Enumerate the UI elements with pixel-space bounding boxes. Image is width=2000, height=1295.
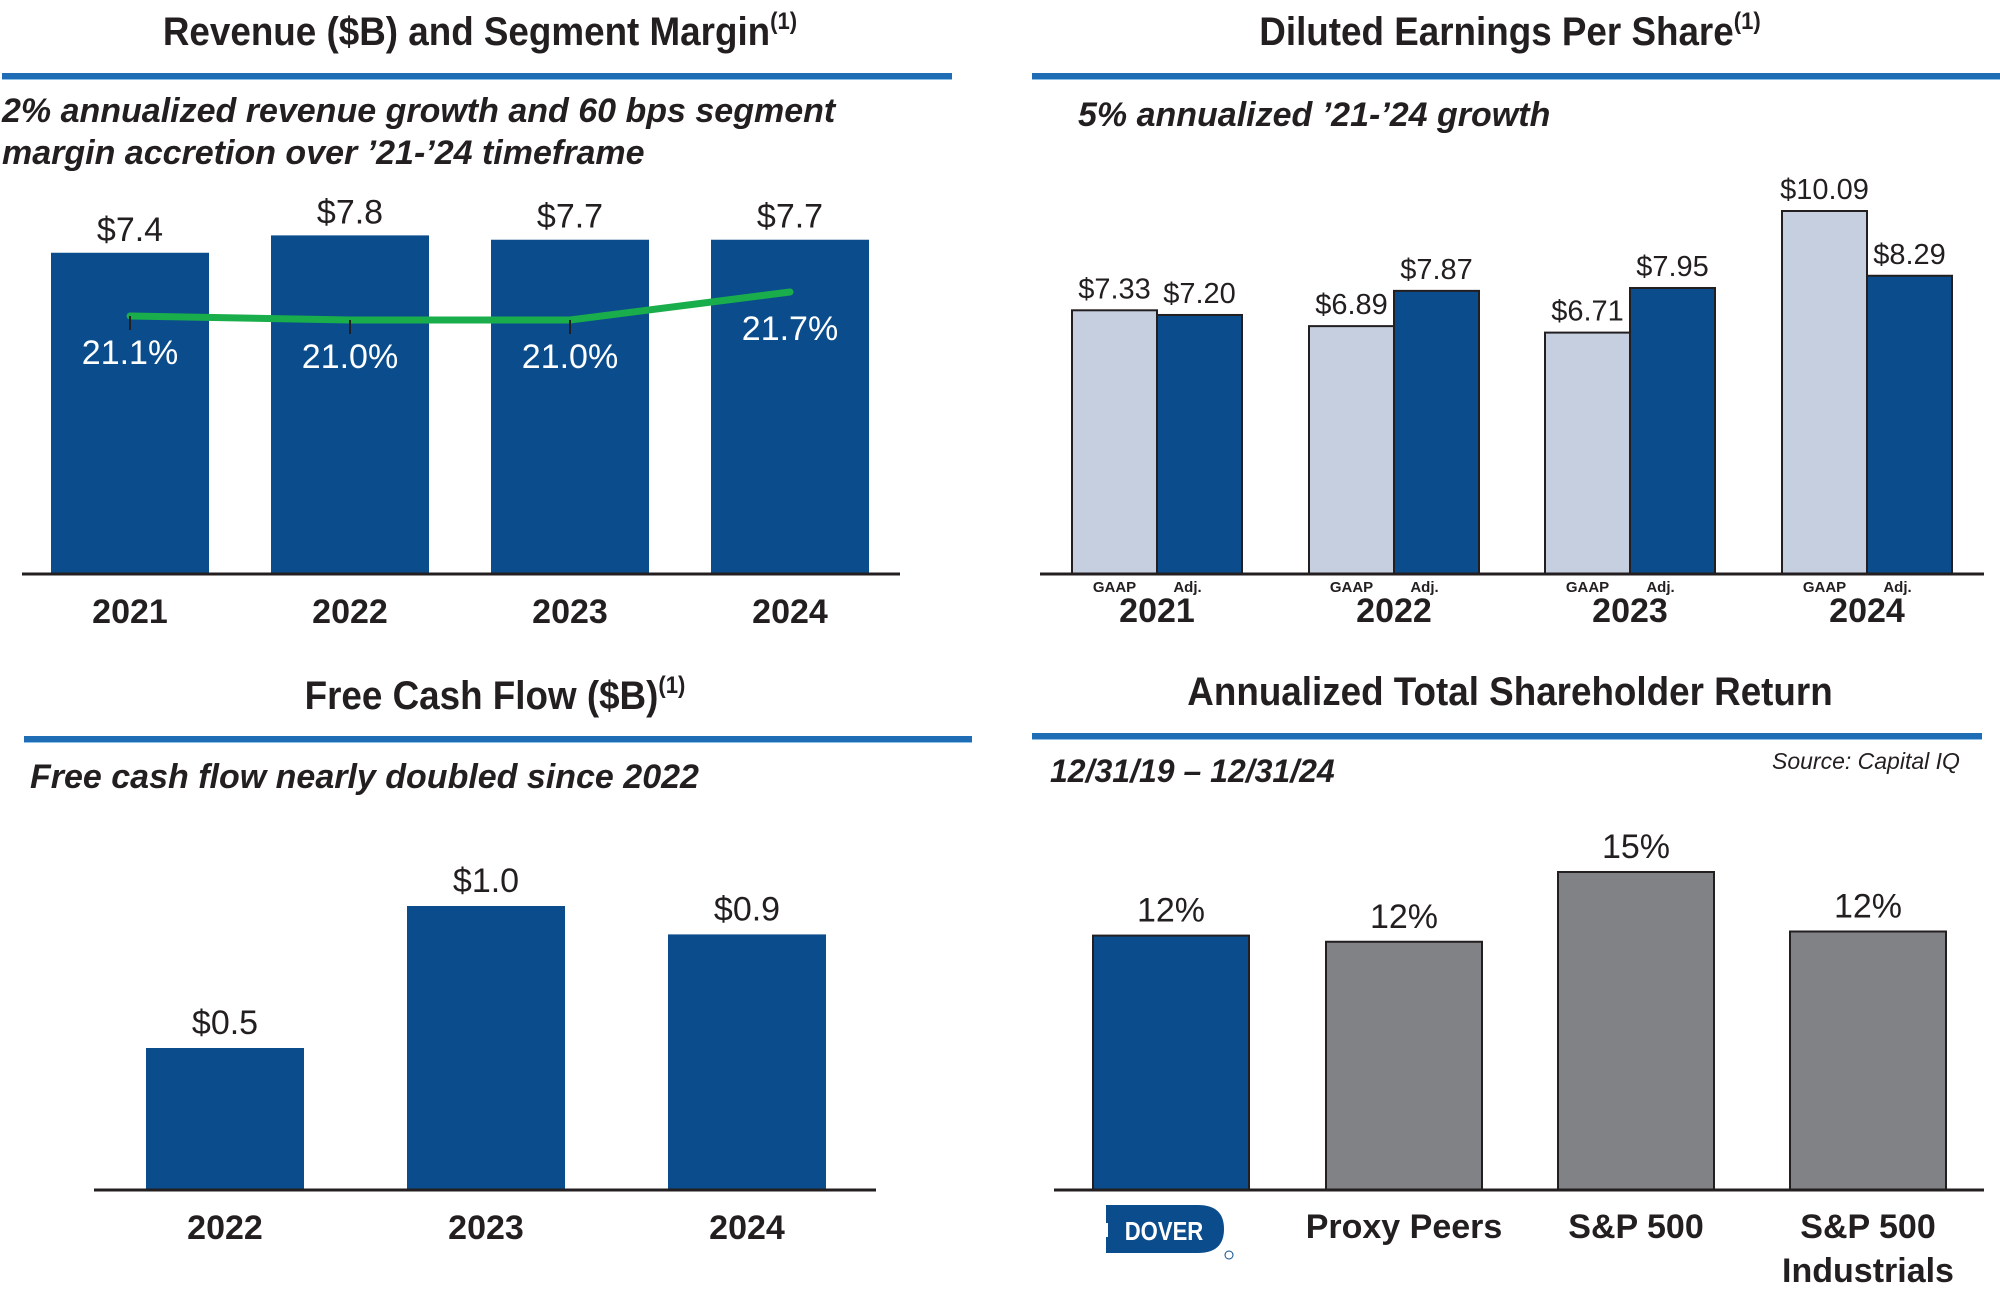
eps-gaap-bar: [1071, 309, 1158, 575]
segment-margin-label: 21.0%: [522, 338, 618, 376]
eps-adj-bar: [1393, 289, 1480, 575]
eps-gaap-bar: [1781, 210, 1868, 575]
eps-gaap-axis-label: GAAP: [1093, 579, 1136, 596]
revenue-title-text: Revenue ($B) and Segment Margin: [162, 10, 771, 54]
footnote-marker: (1): [658, 672, 686, 699]
tsr-chart-title: Annualized Total Shareholder Return: [1187, 670, 1833, 714]
dover-logo: DOVER: [1098, 1205, 1234, 1260]
tsr-category-label: S&P 500: [1800, 1208, 1935, 1246]
eps-adj-axis-label: Adj.: [1883, 579, 1911, 596]
segment-margin-line: [126, 288, 794, 324]
tsr-category-label: Proxy Peers: [1306, 1208, 1503, 1246]
eps-adj-axis-label: Adj.: [1646, 579, 1674, 596]
eps-adj-bar: [1156, 313, 1243, 575]
revenue-year-label: 2023: [532, 593, 608, 631]
revenue-subtitle-line1: 2% annualized revenue growth and 60 bps …: [2, 92, 836, 130]
fcf-year-label: 2024: [709, 1209, 785, 1247]
tsr-source: Source: Capital IQ: [1772, 748, 1960, 774]
dover-logo-text: DOVER: [1125, 1217, 1204, 1246]
revenue-year-label: 2021: [92, 593, 168, 631]
eps-gaap-axis-label: GAAP: [1803, 579, 1846, 596]
eps-year-label: 2021: [1119, 592, 1195, 630]
eps-adj-value-label: $7.20: [1163, 278, 1236, 310]
revenue-year-label: 2022: [312, 593, 388, 631]
revenue-chart-title: Revenue ($B) and Segment Margin(1): [38, 8, 921, 55]
eps-adj-bar: [1866, 274, 1953, 575]
eps-year-label: 2024: [1829, 592, 1905, 630]
tsr-bar: [1557, 871, 1715, 1191]
eps-adj-axis-label: Adj.: [1410, 579, 1438, 596]
registered-mark-icon: [1224, 1250, 1234, 1260]
eps-title-text: Diluted Earnings Per Share: [1259, 10, 1734, 54]
tsr-bar: [1092, 934, 1250, 1191]
footnote-marker: (1): [1733, 8, 1761, 35]
eps-gaap-value-label: $7.33: [1078, 273, 1151, 305]
fcf-title-rule: [24, 736, 972, 743]
eps-year-label: 2022: [1356, 592, 1432, 630]
tsr-bar: [1325, 940, 1483, 1191]
tsr-category-label: S&P 500: [1568, 1208, 1703, 1246]
eps-subtitle: 5% annualized ’21-’24 growth: [1078, 96, 1551, 134]
eps-adj-value-label: $7.87: [1400, 254, 1473, 286]
fcf-value-label: $0.5: [192, 1004, 258, 1042]
fcf-title-text: Free Cash Flow ($B): [304, 674, 659, 718]
revenue-subtitle: 2% annualized revenue growth and 60 bps …: [2, 90, 835, 174]
eps-gaap-value-label: $10.09: [1780, 174, 1869, 206]
revenue-value-label: $7.4: [97, 211, 163, 249]
fcf-value-label: $0.9: [714, 890, 780, 928]
eps-chart-title: Diluted Earnings Per Share(1): [1068, 8, 1951, 55]
fcf-year-label: 2023: [448, 1209, 524, 1247]
eps-title-rule: [1032, 73, 2000, 80]
eps-adj-bar: [1629, 286, 1716, 575]
tsr-value-label: 12%: [1834, 887, 1902, 925]
tsr-category-label: Industrials: [1782, 1252, 1954, 1290]
tsr-value-label: 12%: [1370, 898, 1438, 936]
eps-adj-axis-label: Adj.: [1173, 579, 1201, 596]
tsr-subtitle: 12/31/19 – 12/31/24: [1050, 753, 1335, 789]
eps-gaap-value-label: $6.71: [1551, 296, 1624, 328]
fcf-bar: [407, 906, 565, 1190]
eps-gaap-value-label: $6.89: [1315, 289, 1388, 321]
tsr-title-rule: [1032, 733, 1982, 740]
tsr-bar: [1789, 930, 1947, 1191]
revenue-title-rule: [2, 73, 952, 80]
revenue-bar: [51, 252, 209, 575]
revenue-bar: [491, 239, 649, 574]
segment-margin-label: 21.0%: [302, 338, 398, 376]
segment-margin-label: 21.7%: [742, 310, 838, 348]
eps-year-label: 2023: [1592, 592, 1668, 630]
eps-adj-value-label: $7.95: [1636, 251, 1709, 283]
footnote-marker: (1): [770, 8, 798, 35]
fcf-bar: [146, 1048, 304, 1190]
fcf-chart-title: Free Cash Flow ($B)(1): [40, 672, 951, 719]
eps-gaap-bar: [1544, 331, 1631, 575]
revenue-value-label: $7.7: [537, 198, 603, 236]
eps-gaap-axis-label: GAAP: [1566, 579, 1609, 596]
revenue-bar: [271, 235, 429, 574]
fcf-year-label: 2022: [187, 1209, 263, 1247]
dover-logo-shape: [1106, 1205, 1224, 1253]
revenue-value-label: $7.7: [757, 198, 823, 236]
eps-gaap-axis-label: GAAP: [1330, 579, 1373, 596]
dover-logo-notch: [1098, 1223, 1108, 1237]
tsr-value-label: 12%: [1137, 892, 1205, 930]
eps-adj-value-label: $8.29: [1873, 239, 1946, 271]
revenue-value-label: $7.8: [317, 193, 383, 231]
fcf-subtitle: Free cash flow nearly doubled since 2022: [30, 758, 699, 796]
revenue-subtitle-line2: margin accretion over ’21-’24 timeframe: [2, 134, 645, 172]
tsr-value-label: 15%: [1602, 828, 1670, 866]
fcf-value-label: $1.0: [453, 862, 519, 900]
revenue-year-label: 2024: [752, 593, 828, 631]
segment-margin-label: 21.1%: [82, 334, 178, 372]
fcf-bar: [668, 934, 826, 1190]
